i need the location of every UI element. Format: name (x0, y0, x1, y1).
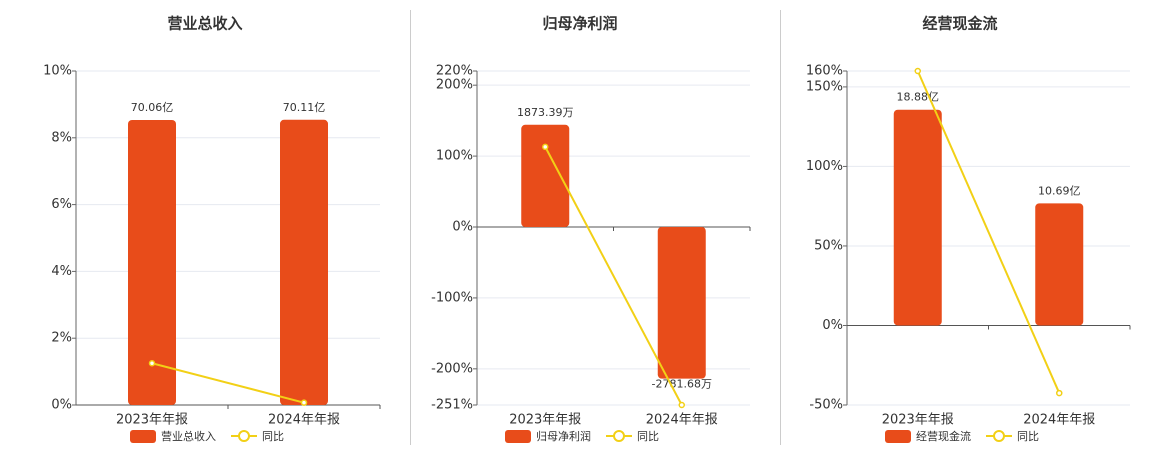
y-tick-label: 150% (806, 79, 843, 94)
y-tick-label: -200% (431, 361, 473, 376)
x-tick-label: 2023年年报 (116, 413, 188, 428)
line-point (914, 67, 921, 75)
y-tick-label: 50% (814, 238, 843, 253)
value-label: 18.88亿 (897, 91, 940, 104)
legend-label: 同比 (637, 430, 659, 443)
x-tick-label: 2023年年报 (882, 413, 954, 428)
chart-title: 经营现金流 (922, 15, 997, 33)
value-label: 10.69亿 (1038, 184, 1081, 197)
line-point (1056, 389, 1063, 397)
y-tick-label: -50% (809, 398, 843, 413)
legend-label: 经营现金流 (916, 429, 971, 443)
x-tick-label: 2024年年报 (646, 413, 718, 428)
chart-title: 归母净利润 (542, 15, 617, 33)
x-tick-label: 2024年年报 (268, 413, 340, 428)
y-tick-label: 0% (51, 398, 72, 413)
y-tick-label: 10% (43, 64, 72, 79)
y-tick-label: 200% (436, 78, 473, 93)
line-point (678, 401, 685, 409)
legend-swatch (505, 430, 531, 443)
bar (657, 226, 706, 379)
y-tick-label: 220% (436, 64, 473, 79)
line (151, 362, 305, 404)
legend-swatch (238, 430, 250, 442)
legend-swatch (613, 430, 625, 442)
y-tick-label: 100% (436, 149, 473, 164)
bar (893, 109, 942, 326)
y-tick-label: 8% (51, 130, 72, 145)
y-tick-label: 160% (806, 64, 843, 79)
y-tick-label: 0% (452, 220, 473, 235)
bar (521, 124, 570, 227)
y-tick-label: 100% (806, 159, 843, 174)
line-point (542, 143, 549, 151)
bar (128, 119, 176, 406)
legend-swatch (993, 430, 1005, 442)
line (544, 146, 683, 406)
value-label: 70.11亿 (283, 101, 326, 114)
bar (280, 119, 328, 405)
value-label: -2781.68万 (652, 378, 712, 391)
legend-swatch (130, 430, 156, 443)
line-point (148, 360, 156, 367)
line (916, 70, 1061, 394)
x-tick-label: 2023年年报 (509, 413, 581, 428)
legend-label: 归母净利润 (536, 429, 591, 443)
y-tick-label: -100% (431, 290, 473, 305)
bar (1035, 203, 1084, 326)
y-tick-label: 0% (822, 318, 843, 333)
legend-label: 营业总收入 (161, 429, 216, 443)
legend-label: 同比 (1017, 430, 1039, 443)
y-tick-label: 6% (51, 197, 72, 212)
value-label: 1873.39万 (517, 106, 574, 119)
value-label: 70.06亿 (131, 101, 174, 114)
chart-title: 营业总收入 (167, 15, 242, 33)
legend-label: 同比 (262, 430, 284, 443)
y-tick-label: 2% (51, 331, 72, 346)
line-point (300, 399, 308, 406)
legend-swatch (885, 430, 911, 443)
x-tick-label: 2024年年报 (1023, 413, 1095, 428)
y-tick-label: -251% (431, 398, 473, 413)
y-tick-label: 4% (51, 264, 72, 279)
